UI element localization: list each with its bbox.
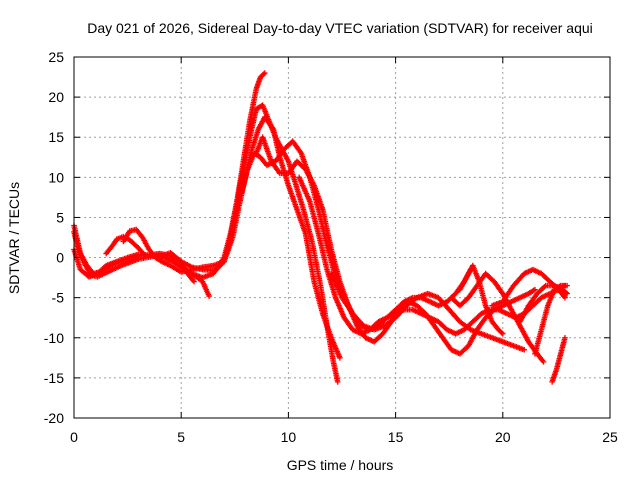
data-points [71, 70, 570, 385]
y-tick-label: 15 [48, 129, 64, 145]
y-tick-label: 0 [56, 250, 64, 266]
x-tick-label: 25 [602, 429, 618, 445]
x-tick-label: 15 [388, 429, 404, 445]
x-tick-label: 5 [177, 429, 185, 445]
data-point [141, 252, 148, 258]
y-tick-label: 5 [56, 209, 64, 225]
plot-frame [73, 56, 611, 419]
y-tick-label: 10 [48, 169, 64, 185]
x-tick-label: 0 [70, 429, 78, 445]
data-point [262, 70, 268, 76]
y-tick-label: -20 [44, 410, 64, 426]
x-axis-label: GPS time / hours [287, 457, 394, 473]
y-tick-label: -5 [52, 290, 65, 306]
x-tick-label: 20 [495, 429, 511, 445]
y-tick-label: -10 [44, 330, 64, 346]
y-tick-label: -15 [44, 370, 64, 386]
data-point [140, 251, 147, 257]
x-tick-label: 10 [281, 429, 297, 445]
data-point [337, 355, 343, 361]
y-tick-label: 25 [48, 49, 64, 65]
series-sat-f [189, 70, 268, 281]
series-sat-q [549, 334, 568, 385]
data-point [206, 293, 212, 299]
y-tick-label: 20 [48, 89, 64, 105]
y-axis-label: SDTVAR / TECUs [6, 182, 22, 294]
data-point [191, 278, 197, 285]
chart-title: Day 021 of 2026, Sidereal Day-to-day VTE… [87, 20, 593, 36]
data-point [260, 71, 267, 77]
grid [74, 57, 610, 418]
series-sat-j [296, 174, 568, 337]
series-sat-d [103, 233, 148, 258]
